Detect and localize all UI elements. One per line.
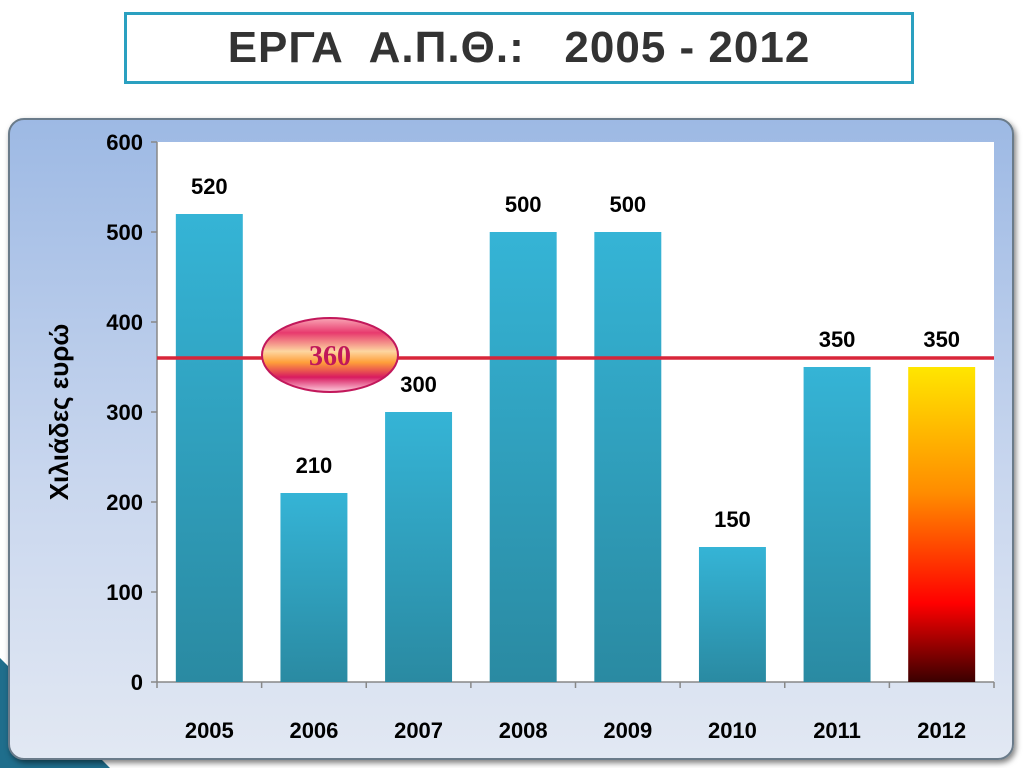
x-tick-label-2010: 2010 — [708, 718, 757, 743]
data-label-2009: 500 — [609, 192, 646, 217]
y-tick-label: 200 — [106, 490, 143, 515]
title-box: ΕΡΓΑ Α.Π.Θ.: 2005 - 2012 — [124, 12, 914, 84]
data-labels: 520 210 300 500 500 150 350 350 — [191, 174, 960, 532]
bar-2010 — [698, 547, 766, 682]
bar-2005 — [175, 214, 243, 682]
reference-value-label: 360 — [309, 341, 351, 372]
x-tick-label-2005: 2005 — [185, 718, 234, 743]
x-tick-label-2008: 2008 — [499, 718, 548, 743]
y-tick-label: 300 — [106, 400, 143, 425]
slide-title: ΕΡΓΑ Α.Π.Θ.: 2005 - 2012 — [227, 23, 811, 72]
y-tick-label: 100 — [106, 580, 143, 605]
bar-2011 — [803, 367, 871, 682]
bar-2008 — [489, 232, 557, 682]
x-tick-label-2012: 2012 — [917, 718, 966, 743]
x-tick-label-2007: 2007 — [394, 718, 443, 743]
x-tick-label-2006: 2006 — [289, 718, 338, 743]
reference-line-group: 360 — [157, 317, 994, 393]
x-tick-label-2009: 2009 — [603, 718, 652, 743]
data-label-2008: 500 — [505, 192, 542, 217]
data-label-2011: 350 — [819, 327, 856, 352]
reference-badge — [261, 317, 399, 393]
data-label-2006: 210 — [296, 453, 333, 478]
y-axis-title: Χιλιάδες ευρώ — [44, 324, 74, 501]
y-tick-label: 500 — [106, 220, 143, 245]
data-label-2010: 150 — [714, 507, 751, 532]
y-tick-label: 0 — [131, 670, 143, 695]
data-label-2012: 350 — [923, 327, 960, 352]
bar-2006 — [280, 493, 348, 682]
bar-2007 — [385, 412, 453, 682]
y-tick-label: 600 — [106, 130, 143, 155]
y-tick-label: 400 — [106, 310, 143, 335]
bar-2009 — [594, 232, 662, 682]
bars — [175, 214, 976, 682]
bar-2012 — [908, 367, 976, 682]
data-label-2005: 520 — [191, 174, 228, 199]
data-label-2007: 300 — [400, 372, 437, 397]
x-tick-label-2011: 2011 — [813, 718, 861, 743]
